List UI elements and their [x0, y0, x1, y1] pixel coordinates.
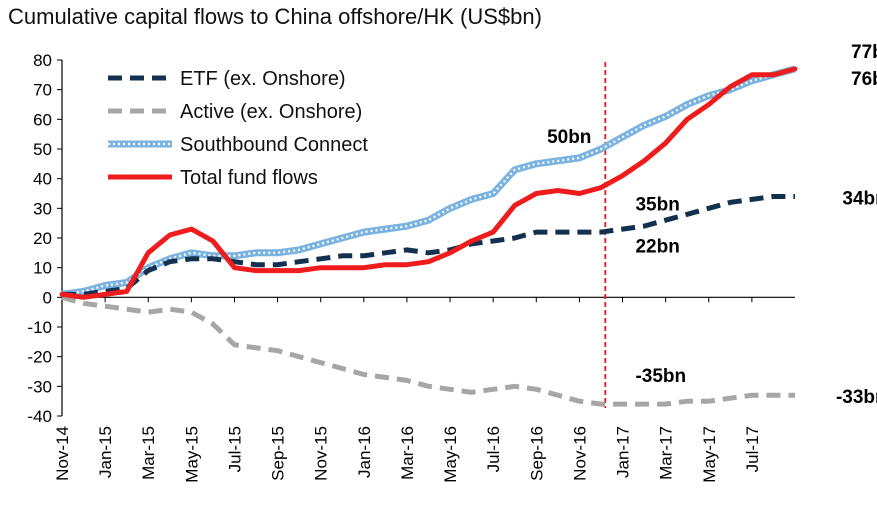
- x-tick-label: Jul-16: [484, 426, 503, 472]
- y-tick-label: -30: [27, 377, 52, 396]
- y-tick-label: 70: [33, 81, 52, 100]
- data-labels: 77bn 76bn 50bn 35bn 34bn 22bn -35bn -33bn: [547, 42, 877, 408]
- y-tick-label: 30: [33, 199, 52, 218]
- y-tick-label: -40: [27, 407, 52, 426]
- chart-title: Cumulative capital flows to China offsho…: [8, 4, 542, 29]
- x-tick-label: Sep-16: [527, 426, 546, 481]
- x-tick-label: May-17: [700, 426, 719, 483]
- active-ex-onshore-line: [61, 294, 795, 407]
- data-label: 22bn: [635, 237, 679, 258]
- series-lines: [59, 65, 798, 407]
- x-tick-label: Jul-15: [225, 426, 244, 472]
- y-tick-label: 50: [33, 140, 52, 159]
- x-tick-label: Jan-16: [355, 426, 374, 478]
- legend-label-active-ex-onshore: Active (ex. Onshore): [180, 101, 362, 123]
- y-tick-label: 10: [33, 259, 52, 278]
- y-tick-label: -20: [27, 348, 52, 367]
- y-tick-label: 40: [33, 170, 52, 189]
- x-tick-label: Nov-16: [570, 426, 589, 481]
- data-label: -33bn: [836, 387, 877, 408]
- data-label: 77bn: [851, 42, 877, 63]
- etf-ex-onshore-line: [62, 194, 795, 297]
- legend: ETF (ex. Onshore) Active (ex. Onshore) Sou…: [108, 68, 368, 189]
- x-tick-label: Mar-17: [657, 426, 676, 480]
- x-tick-label: Sep-15: [269, 426, 288, 481]
- y-tick-label: 60: [33, 110, 52, 129]
- legend-label-southbound-connect: Southbound Connect: [180, 134, 368, 156]
- y-tick-label: 80: [33, 51, 52, 70]
- y-tick-label: 20: [33, 229, 52, 248]
- x-tick-label: May-16: [441, 426, 460, 483]
- data-label: 34bn: [842, 188, 877, 209]
- southbound-connect-line-inner: [61, 67, 796, 296]
- x-tick-label: Nov-15: [312, 426, 331, 481]
- x-tick-label: Jan-15: [96, 426, 115, 478]
- southbound-connect-line: [61, 65, 796, 298]
- total-fund-flows-line: [59, 66, 798, 300]
- x-tick-label: Jan-17: [614, 426, 633, 478]
- data-label: 35bn: [635, 195, 679, 216]
- legend-label-total-fund-flows: Total fund flows: [180, 167, 318, 189]
- data-label: -35bn: [635, 366, 686, 387]
- x-tick-label: Mar-16: [398, 426, 417, 480]
- data-label: 76bn: [851, 69, 877, 90]
- x-tick-label: May-15: [182, 426, 201, 483]
- x-tick-label: Nov-14: [53, 426, 72, 481]
- y-tick-label: -10: [27, 318, 52, 337]
- legend-label-etf-ex-onshore: ETF (ex. Onshore): [180, 68, 346, 90]
- data-label: 50bn: [547, 127, 591, 148]
- x-tick-label: Jul-17: [743, 426, 762, 472]
- x-tick-label: Mar-15: [139, 426, 158, 480]
- y-tick-label: 0: [43, 288, 52, 307]
